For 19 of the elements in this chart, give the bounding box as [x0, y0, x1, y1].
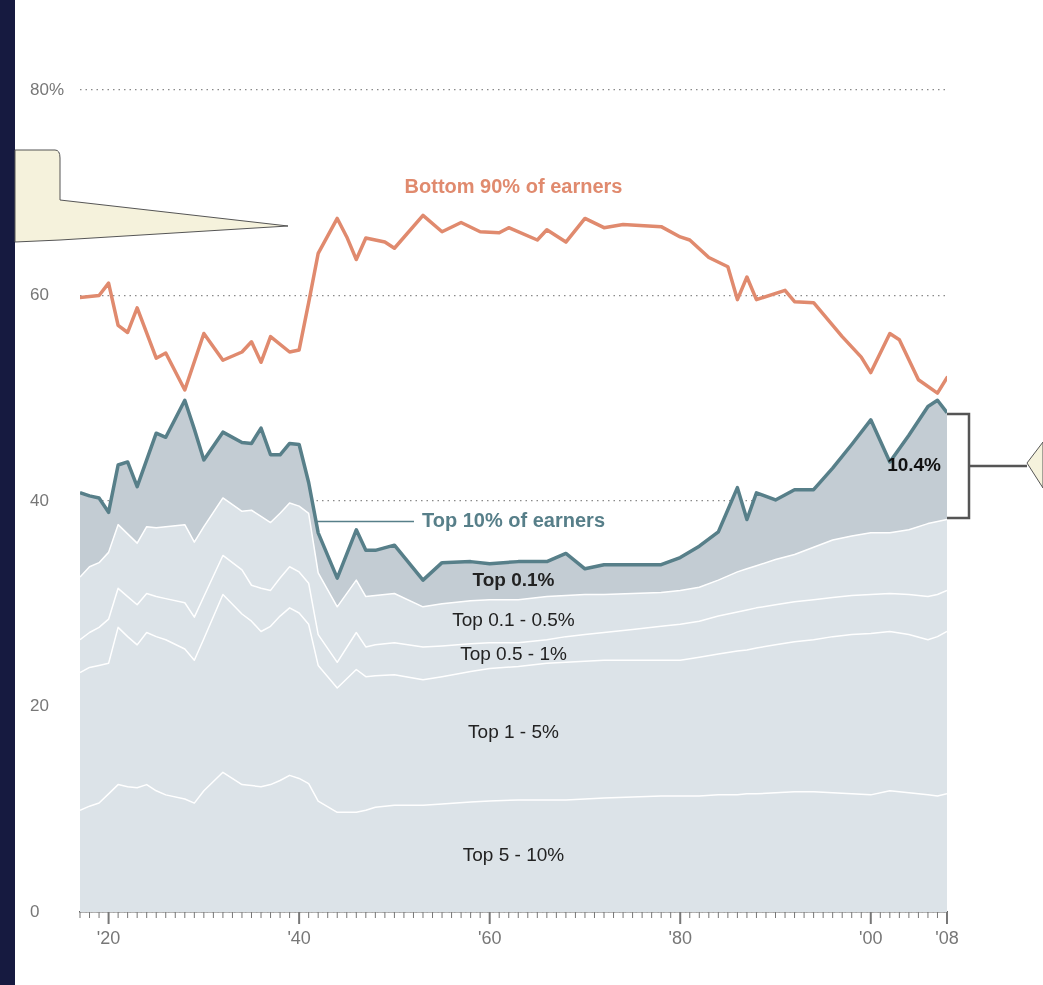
series-label: Top 5 - 10% [462, 844, 565, 866]
y-tick-label: 40 [30, 490, 49, 510]
y-tick-label: 0 [30, 901, 40, 921]
annotation: 10.4% [887, 454, 942, 476]
x-tick-label: '00 [859, 927, 883, 948]
y-tick-label: 60 [30, 285, 49, 305]
x-tick-label: '20 [96, 927, 121, 948]
x-tick-label: '08 [935, 927, 959, 948]
annotation: Top 10% of earners [421, 509, 606, 532]
x-tick-label: '40 [287, 927, 311, 948]
x-tick-label: '80 [668, 927, 692, 948]
series-label: Top 0.1 - 0.5% [452, 609, 575, 631]
x-tick-label: '60 [477, 927, 502, 948]
series-label: Bottom 90% of earners [404, 175, 623, 198]
y-tick-label: 80% [30, 79, 65, 99]
series-label: Top 0.1% [472, 568, 555, 590]
y-tick-label: 20 [30, 696, 49, 716]
series-label: Top 0.5 - 1% [460, 642, 567, 664]
series-label: Top 1 - 5% [468, 721, 560, 743]
